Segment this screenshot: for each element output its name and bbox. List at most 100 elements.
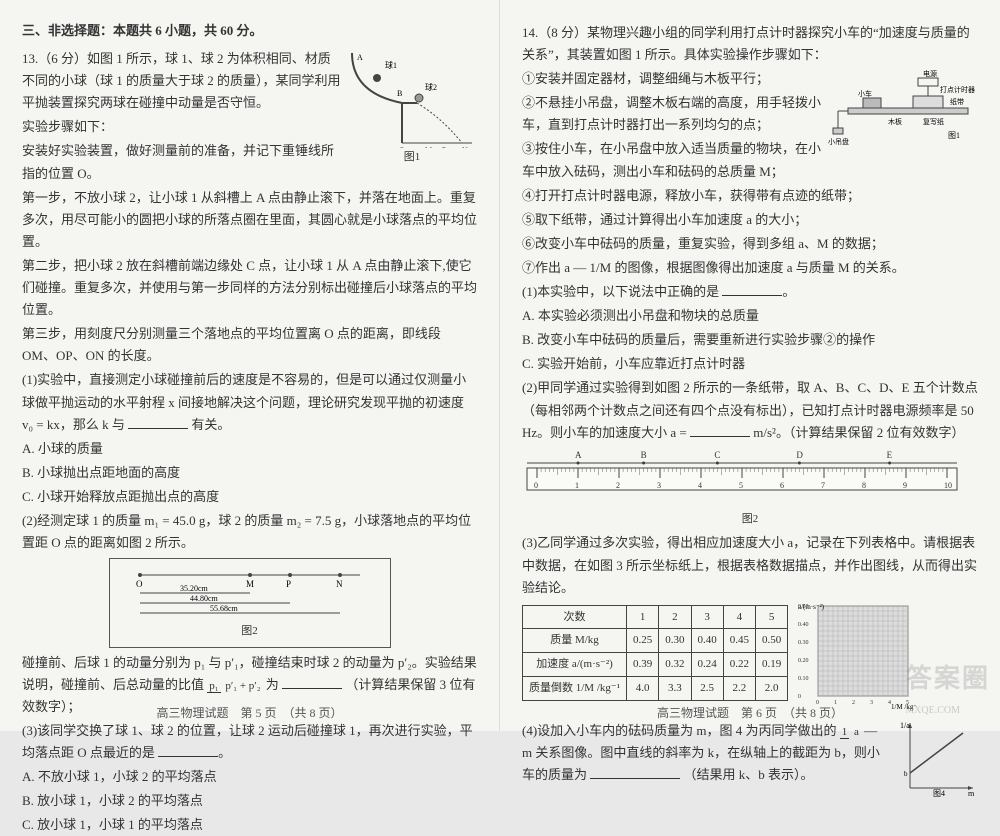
blank-mass <box>590 765 680 779</box>
q13-sub2b-b: 为 <box>266 677 279 692</box>
figure-2-ruler: 0 1 2 3 4 5 6 7 8 9 10 A B C D E 图2 <box>522 448 978 529</box>
svg-text:B: B <box>397 89 402 98</box>
svg-text:C: C <box>714 450 720 460</box>
q14-sub4-c: （结果用 k、b 表示）。 <box>684 767 814 782</box>
svg-text:E: E <box>887 450 893 460</box>
q14-sub1: (1)本实验中，以下说法中正确的是 。 <box>522 281 978 303</box>
q13-sub2: (2)经测定球 1 的质量 m₁ = 45.0 g，球 2 的质量 m₂ = 7… <box>22 510 477 554</box>
svg-text:P: P <box>286 579 291 589</box>
svg-text:P: P <box>442 146 447 148</box>
figure-3-chart: a/(m·s⁻²) 1/M /kg⁻¹ 00.100.200.300.400.5… <box>796 601 916 718</box>
watermark: 答案圈 <box>906 657 990 701</box>
svg-text:M: M <box>425 146 432 148</box>
blank-nearest <box>158 743 218 757</box>
q13-sub1-tail: 有关。 <box>191 417 230 432</box>
q14-step-5: ⑤取下纸带，通过计算得出小车加速度 a 的大小； <box>522 209 978 231</box>
svg-text:m: m <box>968 789 975 798</box>
svg-text:A: A <box>357 53 363 62</box>
q14-sub1-text: (1)本实验中，以下说法中正确的是 <box>522 284 719 299</box>
footer-left: 高三物理试题 第 5 页 （共 8 页） <box>0 703 499 723</box>
svg-text:8: 8 <box>862 481 866 490</box>
svg-text:M: M <box>246 579 254 589</box>
svg-text:55.68cm: 55.68cm <box>210 604 239 613</box>
svg-text:A: A <box>575 450 582 460</box>
svg-text:小吊盘: 小吊盘 <box>828 137 849 146</box>
svg-text:9: 9 <box>903 481 907 490</box>
momentum-fraction: p₁ p′₁ + p′₂ <box>207 680 262 692</box>
svg-text:3: 3 <box>657 481 661 490</box>
q13-s3: 第二步，把小球 2 放在斜槽前端边缘处 C 点，让小球 1 从 A 点由静止滚下… <box>22 255 477 321</box>
svg-text:复写纸: 复写纸 <box>923 117 944 126</box>
exam-sheet: 三、非选择题：本题共 6 小题，共 60 分。 A 球1 球2 B O M P <box>0 0 1000 731</box>
svg-text:N: N <box>336 579 343 589</box>
svg-text:2: 2 <box>616 481 620 490</box>
svg-text:B: B <box>641 450 647 460</box>
frac-num: p₁ <box>207 680 220 693</box>
svg-text:4: 4 <box>698 481 702 490</box>
q14-sub2: (2)甲同学通过实验得到如图 2 所示的一条纸带，取 A、B、C、D、E 五个计… <box>522 377 978 443</box>
blank-accel <box>690 423 750 437</box>
q14-optA: A. 本实验必须测出小吊盘和物块的总质量 <box>522 305 978 327</box>
fig2-label: 图2 <box>120 622 380 641</box>
q13-opt3B: B. 放小球 1，小球 2 的平均落点 <box>22 790 477 812</box>
q14-sub3: (3)乙同学通过多次实验，得出相应加速度大小 a，记录在下列表格中。请根据表中数… <box>522 532 978 598</box>
svg-text:小车: 小车 <box>858 89 872 98</box>
svg-text:0: 0 <box>798 694 801 700</box>
q14-sub2-b: m/s²。（计算结果保留 2 位有效数字） <box>753 425 964 440</box>
q13-sub3: (3)该同学交换了球 1、球 2 的位置，让球 2 运动后碰撞球 1，再次进行实… <box>22 720 477 764</box>
svg-text:0.40: 0.40 <box>798 622 809 628</box>
q14-lead: 14.（8 分）某物理兴趣小组的同学利用打点计时器探究小车的“加速度与质量的关系… <box>522 22 978 66</box>
svg-text:打点计时器: 打点计时器 <box>940 85 975 94</box>
q13-opt3A: A. 不放小球 1，小球 2 的平均落点 <box>22 766 477 788</box>
section-header: 三、非选择题：本题共 6 小题，共 60 分。 <box>22 20 477 42</box>
q13-sub3-text: (3)该同学交换了球 1、球 2 的位置，让球 2 运动后碰撞球 1，再次进行实… <box>22 723 473 760</box>
q14-step-4: ④打开打点计时器电源，释放小车，获得带有点迹的纸带； <box>522 185 978 207</box>
q13-s2: 第一步，不放小球 2，让小球 1 从斜槽上 A 点由静止滚下，并落在地面上。重复… <box>22 187 477 253</box>
svg-text:图1: 图1 <box>948 131 960 140</box>
svg-text:0.30: 0.30 <box>798 640 809 646</box>
svg-text:0.10: 0.10 <box>798 676 809 682</box>
q14-optC: C. 实验开始前，小车应靠近打点计时器 <box>522 353 978 375</box>
ruler-label: 图2 <box>522 510 978 529</box>
q14-sub4-a: (4)设加入小车内的砝码质量为 m，图 4 为丙同学做出的 <box>522 723 837 738</box>
svg-text:44.80cm: 44.80cm <box>190 594 219 603</box>
q13-opt3C: C. 放小球 1，小球 1 的平均落点 <box>22 814 477 836</box>
blank-correct <box>722 282 782 296</box>
figure-2-q13: O M P N 35.20cm 44.80cm 55.68cm 图2 <box>109 558 391 647</box>
svg-text:b: b <box>904 770 908 778</box>
q13-s4: 第三步，用刻度尺分别测量三个落地点的平均位置离 O 点的距离，即线段 OM、OP… <box>22 323 477 367</box>
q13-optB: B. 小球抛出点距地面的高度 <box>22 462 477 484</box>
figure-1-q13: A 球1 球2 B O M P N 图1 <box>347 48 477 167</box>
svg-text:6: 6 <box>780 481 784 490</box>
q13-sub1: (1)实验中，直接测定小球碰撞前后的速度是不容易的，但是可以通过仅测量小球做平抛… <box>22 369 477 435</box>
q14-optB: B. 改变小车中砝码的质量后，需要重新进行实验步骤②的操作 <box>522 329 978 351</box>
svg-text:N: N <box>462 146 468 148</box>
svg-text:O: O <box>136 579 143 589</box>
svg-text:图4: 图4 <box>933 789 945 798</box>
frac4-den: a <box>852 726 861 738</box>
svg-text:D: D <box>796 450 803 460</box>
page-5: 三、非选择题：本题共 6 小题，共 60 分。 A 球1 球2 B O M P <box>0 0 500 731</box>
footer-right: 高三物理试题 第 6 页 （共 8 页） <box>500 703 1000 723</box>
q14-step-7: ⑦作出 a — 1/M 的图像，根据图像得出加速度 a 与质量 M 的关系。 <box>522 257 978 279</box>
svg-text:球2: 球2 <box>425 82 437 92</box>
frac-den: p′₁ + p′₂ <box>223 680 262 692</box>
q13-optA: A. 小球的质量 <box>22 438 477 460</box>
svg-text:纸带: 纸带 <box>950 97 964 106</box>
svg-text:0: 0 <box>534 481 538 490</box>
svg-text:0.50: 0.50 <box>798 604 809 610</box>
figure-device-q14: 电源 小车 打点计时器 纸带 木板 复写纸 小吊盘 图1 <box>828 68 978 153</box>
page-6: 14.（8 分）某物理兴趣小组的同学利用打点计时器探究小车的“加速度与质量的关系… <box>500 0 1000 731</box>
q14-sub4: (4)设加入小车内的砝码质量为 m，图 4 为丙同学做出的 1 a — m 关系… <box>522 720 890 786</box>
svg-text:木板: 木板 <box>888 117 902 126</box>
q13-sub1-text: (1)实验中，直接测定小球碰撞前后的速度是不容易的，但是可以通过仅测量小球做平抛… <box>22 372 466 431</box>
svg-text:35.20cm: 35.20cm <box>180 584 209 593</box>
fraction-1-over-a: 1 a <box>840 726 861 738</box>
svg-text:0.20: 0.20 <box>798 658 809 664</box>
q14-step-6: ⑥改变小车中砝码的质量，重复实验，得到多组 a、M 的数据； <box>522 233 978 255</box>
svg-text:5: 5 <box>739 481 743 490</box>
frac4-num: 1 <box>840 726 850 739</box>
svg-text:1: 1 <box>575 481 579 490</box>
svg-text:7: 7 <box>821 481 825 490</box>
svg-text:10: 10 <box>944 481 952 490</box>
